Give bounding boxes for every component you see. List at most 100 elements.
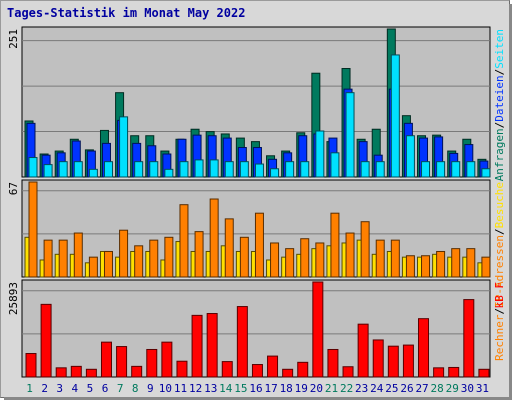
day-label: 10 <box>159 382 172 395</box>
seiten-bar <box>73 161 83 178</box>
kbf-bar <box>146 348 158 378</box>
rechner-bar <box>300 238 310 278</box>
seiten-bar <box>451 161 461 178</box>
day-label: 26 <box>400 382 413 395</box>
rechner-bar <box>466 248 476 278</box>
day-label: 28 <box>431 382 444 395</box>
rechner-bar <box>28 181 38 278</box>
kbf-bar <box>418 318 430 378</box>
rechner-bar <box>58 239 68 278</box>
kbf-bar <box>116 346 128 378</box>
rechner-bar <box>481 256 491 278</box>
rechner-bar <box>315 242 325 278</box>
rechner-bar <box>360 221 370 278</box>
day-label: 5 <box>87 382 94 395</box>
frame-shadow-bottom <box>4 397 512 400</box>
day-label: 31 <box>476 382 489 395</box>
rechner-bar <box>254 212 264 278</box>
legend-bottom-part: kB F <box>493 282 506 309</box>
day-label: 6 <box>102 382 109 395</box>
rechner-bar <box>194 231 204 278</box>
kbf-bar <box>161 341 173 378</box>
kbf-bar <box>221 361 233 378</box>
seiten-bar <box>58 161 68 178</box>
day-label: 12 <box>189 382 202 395</box>
legend-mid-part: / <box>493 308 506 315</box>
kbf-bar <box>327 348 339 378</box>
seiten-bar <box>421 161 431 178</box>
kbf-bar <box>297 361 309 378</box>
rechner-bar <box>224 218 234 278</box>
kbf-bar <box>206 313 218 378</box>
kbf-bar <box>55 367 67 378</box>
day-label: 24 <box>370 382 384 395</box>
seiten-bar <box>179 161 189 178</box>
kbf-bar <box>85 368 97 378</box>
day-label: 27 <box>415 382 428 395</box>
day-label: 29 <box>446 382 459 395</box>
seiten-bar <box>254 163 264 178</box>
kbf-bar <box>251 364 263 378</box>
kbf-bar <box>70 365 82 378</box>
seiten-bar <box>375 161 385 178</box>
kbf-bar <box>478 368 490 378</box>
seiten-bar <box>300 161 310 178</box>
rechner-bar <box>179 204 189 278</box>
legend-mid: Rechner/IP-Adressen/Besuche <box>493 182 506 361</box>
seiten-bar <box>88 168 98 178</box>
kbf-bar <box>191 314 203 378</box>
rechner-bar <box>375 239 385 278</box>
rechner-bar <box>209 198 219 278</box>
seiten-bar <box>209 159 219 178</box>
seiten-bar <box>345 92 355 178</box>
legend-top-part: / <box>493 122 506 129</box>
seiten-bar <box>466 161 476 178</box>
day-label: 15 <box>234 382 247 395</box>
seiten-bar <box>481 168 491 178</box>
seiten-bar <box>405 135 415 178</box>
day-label: 4 <box>72 382 79 395</box>
seiten-bar <box>103 161 113 178</box>
rechner-bar <box>88 256 98 278</box>
kbf-bar <box>312 281 324 378</box>
max-label-top: 251 <box>7 29 20 49</box>
day-label: 14 <box>219 382 233 395</box>
legend-bottom: kB F <box>493 282 506 309</box>
seiten-bar <box>134 161 144 178</box>
rechner-bar <box>73 232 83 278</box>
rechner-bar <box>405 255 415 278</box>
rechner-bar <box>239 236 249 278</box>
day-label: 3 <box>56 382 63 395</box>
day-label: 2 <box>41 382 48 395</box>
legend-top-part: / <box>493 69 506 76</box>
kbf-bar <box>40 303 52 378</box>
seiten-bar <box>239 161 249 178</box>
seiten-bar <box>330 152 340 178</box>
rechner-bar <box>270 242 280 278</box>
seiten-bar <box>360 161 370 178</box>
rechner-bar <box>345 232 355 278</box>
seiten-bar <box>285 161 295 178</box>
rechner-bar <box>421 255 431 278</box>
legend-top: Anfragen/Dateien/Seiten <box>493 29 506 181</box>
day-label: 7 <box>117 382 124 395</box>
day-label: 20 <box>310 382 323 395</box>
seiten-bar <box>119 116 129 178</box>
seiten-bar <box>315 130 325 178</box>
kbf-bar <box>387 345 399 378</box>
max-label-bottom: 25893 <box>7 282 20 315</box>
kbf-bar <box>267 355 279 378</box>
day-label: 23 <box>355 382 368 395</box>
rechner-bar <box>164 236 174 278</box>
seiten-bar <box>164 168 174 178</box>
rechner-bar <box>390 239 400 278</box>
rechner-bar <box>103 250 113 278</box>
chart-title: Tages-Statistik im Monat May 2022 <box>7 6 246 20</box>
kbf-bar <box>131 365 143 378</box>
kbf-bar <box>357 323 369 378</box>
rechner-bar <box>285 248 295 278</box>
kbf-bar <box>176 360 188 378</box>
seiten-bar <box>436 161 446 178</box>
legend-top-part: Anfragen <box>493 128 506 181</box>
rechner-bar <box>149 239 159 278</box>
